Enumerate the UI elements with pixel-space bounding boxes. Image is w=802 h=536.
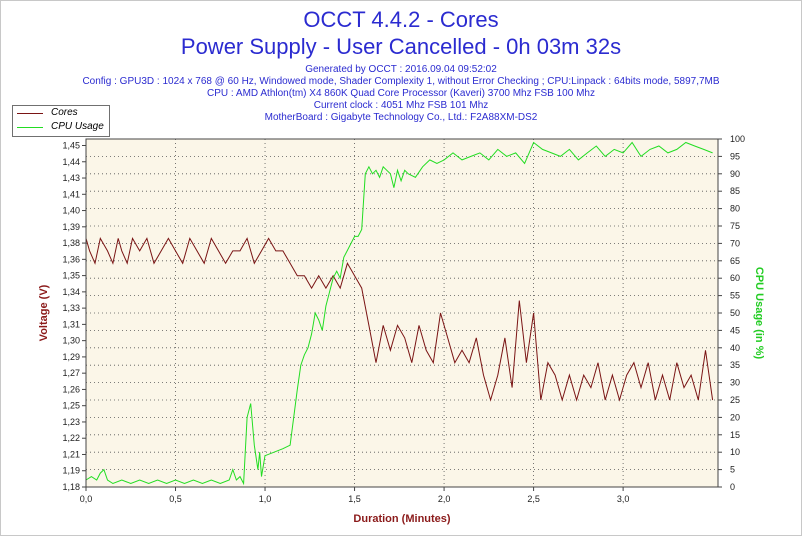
info-cpu: CPU : AMD Athlon(tm) X4 860K Quad Core P… (207, 88, 595, 99)
series-line-cpu-usage (85, 141, 713, 486)
y-left-tick-label: 1,29 (62, 352, 80, 362)
info-generated: Generated by OCCT : 2016.09.04 09:52:02 (305, 64, 497, 75)
y-left-tick-label: 1,34 (62, 287, 80, 297)
x-tick-label: 3,0 (617, 494, 630, 504)
y-left-tick-label: 1,23 (62, 417, 80, 427)
y-right-tick-label: 10 (730, 447, 740, 457)
y-left-tick-label: 1,30 (62, 336, 80, 346)
chart-subtitle: Power Supply - User Cancelled - 0h 03m 3… (180, 34, 622, 59)
y-left-tick-label: 1,41 (62, 189, 80, 199)
legend-item-cpu-usage: CPU Usage (17, 120, 109, 134)
y-right-tick-label: 70 (730, 238, 740, 248)
y-left-tick-label: 1,43 (62, 173, 80, 183)
y-left-tick-label: 1,26 (62, 384, 80, 394)
y-left-tick-label: 1,21 (62, 449, 80, 459)
y-right-tick-label: 5 (730, 465, 735, 475)
y-left-tick-label: 1,44 (62, 157, 80, 167)
y-left-tick-label: 1,25 (62, 401, 80, 411)
y-left-tick-label: 1,22 (62, 433, 80, 443)
x-tick-label: 0,5 (169, 494, 182, 504)
info-clock: Current clock : 4051 Mhz FSB 101 Mhz (313, 100, 489, 111)
y-left-axis-label: Voltage (V) (38, 284, 50, 341)
y-right-tick-label: 60 (730, 273, 740, 283)
y-right-axis-label: CPU Usage (in %) (753, 267, 765, 360)
legend-label-cores: Cores (51, 107, 78, 118)
legend-item-cores: Cores (17, 106, 109, 120)
plot-border (85, 138, 719, 488)
y-left-tick-label: 1,33 (62, 303, 80, 313)
x-tick-label: 1,5 (348, 494, 361, 504)
y-left-tick-label: 1,36 (62, 254, 80, 264)
y-right-tick-label: 85 (730, 186, 740, 196)
y-right-tick-label: 80 (730, 204, 740, 214)
info-motherboard: MotherBoard : Gigabyte Technology Co., L… (264, 112, 538, 123)
y-left-tick-label: 1,31 (62, 319, 80, 329)
y-left-tick-label: 1,39 (62, 222, 80, 232)
legend-swatch-cpu-usage (17, 127, 43, 128)
series-line-cores (85, 237, 714, 402)
y-right-tick-label: 90 (730, 169, 740, 179)
x-tick-label: 2,5 (527, 494, 540, 504)
y-right-tick-label: 100 (730, 134, 745, 144)
y-left-tick-label: 1,38 (62, 238, 80, 248)
x-axis-label: Duration (Minutes) (353, 513, 450, 525)
y-right-tick-label: 45 (730, 325, 740, 335)
y-right-tick-label: 35 (730, 360, 740, 370)
y-right-tick-label: 30 (730, 378, 740, 388)
legend-label-cpu-usage: CPU Usage (51, 121, 104, 132)
y-left-tick-label: 1,40 (62, 206, 80, 216)
y-left-tick-label: 1,27 (62, 368, 80, 378)
y-left-tick-label: 1,18 (62, 482, 80, 492)
x-tick-label: 1,0 (259, 494, 272, 504)
y-right-tick-label: 55 (730, 291, 740, 301)
y-right-tick-label: 0 (730, 482, 735, 492)
chart-title: OCCT 4.4.2 - Cores (303, 7, 499, 32)
y-right-tick-label: 95 (730, 151, 740, 161)
y-left-tick-label: 1,45 (62, 141, 80, 151)
y-right-tick-label: 50 (730, 308, 740, 318)
y-left-tick-label: 1,19 (62, 466, 80, 476)
y-left-tick-label: 1,35 (62, 271, 80, 281)
y-right-tick-label: 20 (730, 412, 740, 422)
legend-swatch-cores (17, 113, 43, 114)
chart-legend: Cores CPU Usage (12, 105, 110, 137)
x-tick-label: 2,0 (438, 494, 451, 504)
y-right-tick-label: 40 (730, 343, 740, 353)
x-tick-label: 0,0 (80, 494, 93, 504)
y-right-tick-label: 75 (730, 221, 740, 231)
y-right-tick-label: 25 (730, 395, 740, 405)
y-right-tick-label: 15 (730, 430, 740, 440)
info-config: Config : GPU3D : 1024 x 768 @ 60 Hz, Win… (82, 76, 720, 87)
y-right-tick-label: 65 (730, 256, 740, 266)
